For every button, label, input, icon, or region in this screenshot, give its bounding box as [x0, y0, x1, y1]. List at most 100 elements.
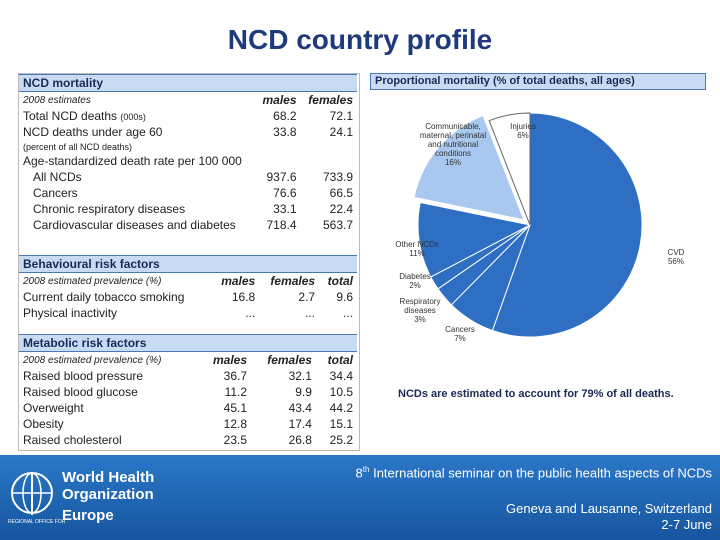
slice-label: CVD 56% [656, 248, 696, 266]
cell-value: 2.7 [298, 290, 316, 304]
row-label: Chronic respiratory diseases [19, 201, 256, 217]
table-row: Chronic respiratory diseases 33.1 22.4 [19, 201, 357, 217]
chart-note: NCDs are estimated to account for 79% of… [398, 388, 674, 400]
cell-value: 11.2 [224, 385, 248, 399]
cell-value: 733.9 [322, 170, 353, 184]
table-row: Raised cholesterol 23.5 26.8 25.2 [19, 432, 357, 448]
row-label-text: Cardiovascular diseases and diabetes [33, 218, 236, 232]
table: Behavioural risk factors 2008 estimated p… [19, 255, 357, 321]
column-header: 2008 estimated prevalence (%) [23, 275, 162, 287]
table-header: Metabolic risk factors [19, 334, 357, 352]
row-label: Cardiovascular diseases and diabetes [19, 217, 256, 233]
who-region-prefix: REGIONAL OFFICE FOR [8, 519, 66, 525]
row-label-text: Physical inactivity [23, 306, 118, 320]
row-label: Cancers [19, 185, 256, 201]
slice-name: CVD [667, 248, 685, 257]
tables-panel: NCD mortality 2008 estimates males females T… [18, 73, 360, 451]
row-label-text: (percent of all NCD deaths) [23, 141, 133, 152]
row-label-text: Total NCD deaths [23, 109, 118, 123]
cell-value: 45.1 [223, 401, 248, 415]
cell-value: 937.6 [266, 170, 297, 184]
cell-value: 26.8 [288, 433, 312, 447]
dates: 2-7 June [661, 517, 712, 532]
cell-value: 33.1 [273, 202, 297, 216]
pie-slice [413, 114, 525, 221]
table-row: Cancers 76.6 66.5 [19, 185, 357, 201]
slice-label: Respiratory diseases 3% [395, 297, 445, 324]
cell-value: 36.7 [223, 369, 248, 383]
cell-value: 563.7 [322, 218, 353, 232]
column-header: females [270, 274, 316, 288]
slice-value: 56% [667, 257, 684, 266]
table-row: Raised blood pressure 36.7 32.1 34.4 [19, 368, 357, 384]
column-header: males [262, 93, 297, 107]
cell-value: 22.4 [329, 202, 353, 216]
table-header: Behavioural risk factors [19, 255, 357, 273]
column-header: females [308, 93, 353, 107]
cell-value: 9.9 [295, 385, 312, 399]
pie-slice [488, 112, 531, 226]
table-row: Obesity 12.8 17.4 15.1 [19, 416, 357, 432]
cell-value: 32.1 [288, 369, 312, 383]
cell-value: 17.4 [288, 417, 312, 431]
seminar-suffix: th [362, 465, 370, 474]
cell-value: 72.1 [329, 109, 353, 123]
row-label-text: Obesity [23, 417, 64, 431]
table-row: Cardiovascular diseases and diabetes 718.… [19, 217, 357, 233]
row-note: (000s) [120, 112, 146, 122]
slice-label: Injuries 6% [508, 122, 538, 140]
row-label: Current daily tobacco smoking [19, 289, 211, 305]
row-label-text: NCD deaths under age 60 [23, 125, 163, 139]
row-label: Age-standardized death rate per 100 000 [19, 153, 357, 169]
cell-value: 25.2 [329, 433, 353, 447]
cell-value: 24.1 [329, 125, 353, 139]
slice-name: Diabetes [399, 272, 431, 281]
slice-value: 16% [444, 158, 461, 167]
column-header: 2008 estimates [23, 94, 91, 106]
row-label: (percent of all NCD deaths) [19, 140, 357, 153]
column-header: total [327, 274, 353, 288]
pie-chart [413, 112, 643, 338]
slice-name: Cancers [445, 325, 475, 334]
cell-value: 10.5 [329, 385, 353, 399]
slice-label: Cancers 7% [440, 325, 480, 343]
cell-value: 23.5 [223, 433, 248, 447]
chart-title: Proportional mortality (% of total death… [370, 73, 706, 90]
table-row: (percent of all NCD deaths) [19, 140, 357, 153]
row-label: Raised blood pressure [19, 368, 199, 384]
cell-value: 718.4 [266, 218, 297, 232]
table-row: Total NCD deaths (000s) 68.2 72.1 [19, 108, 357, 124]
cell-value: 16.8 [231, 290, 256, 304]
table-row: All NCDs 937.6 733.9 [19, 169, 357, 185]
column-header-row: 2008 estimated prevalence (%) males female… [19, 273, 357, 290]
row-label-text: Raised cholesterol [23, 433, 122, 447]
row-label-text: Cancers [33, 186, 78, 200]
row-label: Overweight [19, 400, 199, 416]
column-header: males [221, 274, 256, 288]
slice-name: Respiratory diseases [399, 297, 441, 315]
pie-slice [417, 201, 532, 278]
cell-value: ... [305, 306, 316, 320]
row-label: Obesity [19, 416, 199, 432]
row-label: Raised blood glucose [19, 384, 199, 400]
pie-slice [491, 112, 643, 338]
row-label: Physical inactivity [19, 305, 211, 321]
column-header-row: 2008 estimated prevalence (%) males female… [19, 352, 357, 369]
slice-label: Diabetes 2% [395, 272, 435, 290]
column-header: males [213, 353, 248, 367]
table: NCD mortality 2008 estimates males females T… [19, 74, 357, 233]
row-label: Raised cholesterol [19, 432, 199, 448]
who-name: World Health Organization [62, 469, 155, 503]
cell-value: ... [245, 306, 256, 320]
seminar-line: 8th International seminar on the public … [356, 465, 712, 480]
slice-name: Communicable, maternal, perinatal and nu… [419, 122, 487, 158]
slice-value: 11% [409, 249, 425, 258]
slice-label: Other NCDs 11% [392, 240, 442, 258]
row-label: NCD deaths under age 60 [19, 124, 256, 140]
cell-value: ... [342, 306, 353, 320]
table-title: Behavioural risk factors [19, 255, 357, 273]
who-region: Europe [62, 507, 114, 524]
cell-value: 66.5 [329, 186, 353, 200]
row-label-text: Raised blood glucose [23, 385, 138, 399]
